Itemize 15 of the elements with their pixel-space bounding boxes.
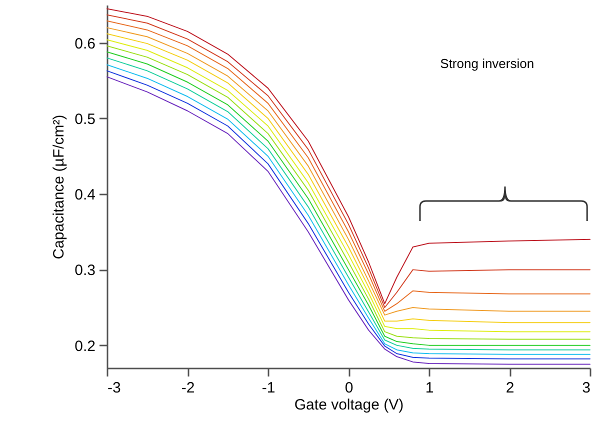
x-tick-label: -2 <box>181 380 195 396</box>
y-axis-title: Capacitance (µF/cm²) <box>50 114 68 260</box>
x-tick-label: 3 <box>582 380 590 396</box>
x-tick-label: -3 <box>108 380 121 396</box>
y-tick-label: 0.5 <box>74 110 96 128</box>
y-tick-label: 0.4 <box>74 186 96 204</box>
annotation: Strong inversion <box>440 56 534 72</box>
x-tick-label: 0 <box>344 380 354 396</box>
y-tick-label: 0.3 <box>74 262 96 280</box>
x-tick-label: 2 <box>506 380 514 396</box>
x-tick-label: 1 <box>425 380 434 396</box>
y-tick-label: 0.6 <box>74 35 96 52</box>
y-tick-label: 0.2 <box>74 338 96 355</box>
x-axis-title: Gate voltage (V) <box>294 396 404 414</box>
x-tick-label: -1 <box>262 380 276 396</box>
